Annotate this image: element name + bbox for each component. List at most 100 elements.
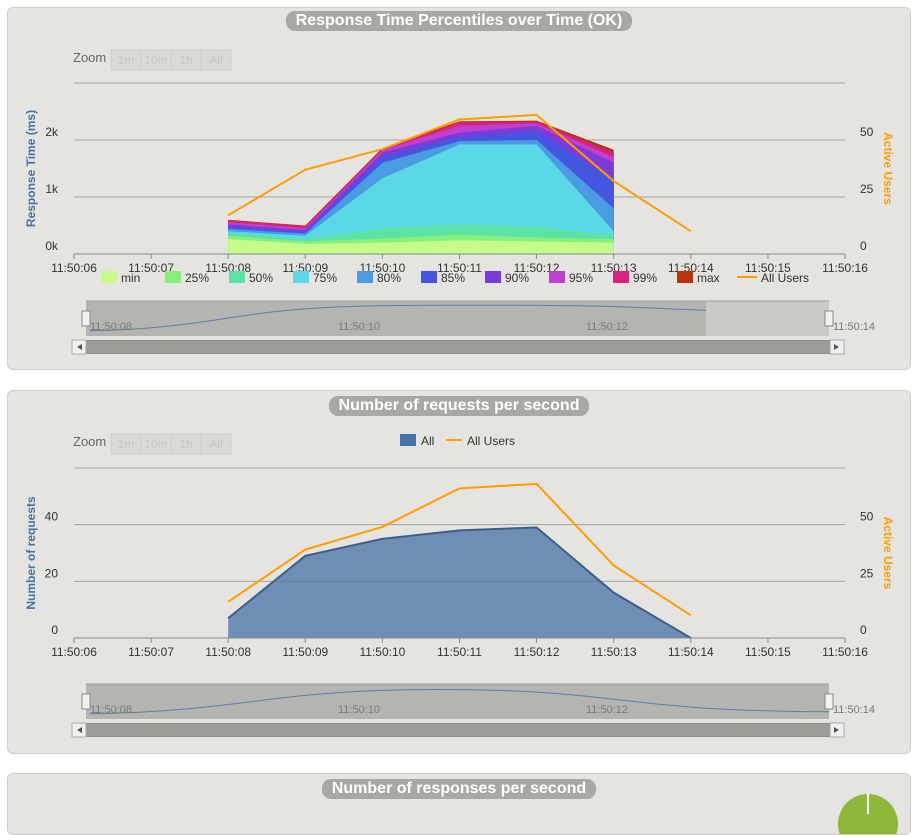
navigator-window (86, 301, 829, 336)
navigator-handle[interactable] (81, 310, 91, 327)
zoom-button-label[interactable]: 1m (118, 53, 135, 67)
legend-swatch (549, 271, 565, 283)
y2-axis-title: Active Users (881, 132, 895, 205)
zoom-button-label[interactable]: All (209, 437, 222, 451)
x-tick-label: 11:50:11 (437, 261, 482, 275)
x-tick-label: 11:50:07 (128, 645, 174, 659)
zoom-button-all[interactable] (200, 433, 232, 455)
x-tick-label: 11:50:16 (822, 645, 868, 659)
legend-swatch (101, 271, 117, 283)
legend-swatch (613, 271, 629, 283)
navigator-handle[interactable] (81, 693, 91, 710)
legend-item-label[interactable]: All (421, 434, 434, 448)
y2-tick-label: 50 (860, 510, 874, 524)
navigator-time-label: 11:50:12 (586, 321, 628, 333)
navigator-series-line (89, 688, 830, 715)
y-tick-label: 0 (51, 623, 58, 637)
responses-panel: Number of responses per second (7, 773, 911, 835)
users-line (227, 113, 692, 233)
zoom-button-label[interactable]: 1h (179, 53, 192, 67)
y-tick-label: 2k (45, 125, 59, 139)
navigator-time-label: 11:50:10 (338, 321, 380, 333)
scroll-right-arrow-icon (834, 344, 839, 350)
zoom-button-label[interactable]: 10m (144, 437, 167, 451)
chart-title-text: Number of responses per second (321, 779, 597, 799)
legend-item-label[interactable]: 25% (185, 271, 209, 285)
legend-item-label[interactable]: 80% (377, 271, 401, 285)
y-axis-title: Response Time (ms) (24, 110, 38, 227)
legend-swatch (400, 434, 416, 446)
y2-axis-title: Active Users (881, 517, 895, 590)
navigator-series-line (89, 304, 707, 332)
legend-swatch (165, 271, 181, 283)
zoom-button-label[interactable]: 1h (179, 437, 192, 451)
legend-item-label[interactable]: max (697, 271, 720, 285)
x-tick-label: 11:50:10 (359, 645, 405, 659)
requests-panel: Number of requests per second Zoom 1m 10m 1… (7, 390, 911, 754)
y-tick-label: 1k (45, 182, 59, 196)
x-tick-label: 11:50:06 (51, 261, 97, 275)
x-tick-label: 11:50:12 (514, 645, 560, 659)
x-tick-label: 11:50:15 (745, 645, 791, 659)
legend-swatch (229, 271, 245, 283)
navigator-handle[interactable] (824, 310, 834, 327)
legend-item-label[interactable]: All Users (467, 434, 515, 448)
scroll-left-arrow-icon (77, 344, 82, 350)
series-area-All (228, 527, 691, 638)
y2-tick-label: 0 (860, 239, 867, 253)
legend-item-label[interactable]: 75% (313, 271, 337, 285)
zoom-button-label[interactable]: All (209, 53, 222, 67)
navigator-time-label: 11:50:12 (586, 704, 628, 716)
scroll-right-arrow-icon (834, 727, 839, 733)
navigator-time-label: 11:50:14 (833, 321, 875, 333)
chart-title: Response Time Percentiles over Time (OK) (8, 11, 910, 31)
navigator-time-label: 11:50:08 (90, 321, 132, 333)
x-tick-label: 11:50:13 (591, 645, 637, 659)
response-time-panel: Response Time Percentiles over Time (OK)… (7, 7, 911, 370)
legend-item-label[interactable]: 90% (505, 271, 529, 285)
navigator-time-label: 11:50:10 (338, 704, 380, 716)
navigator-handle[interactable] (824, 693, 834, 710)
x-tick-label: 11:50:15 (745, 261, 791, 275)
x-tick-label: 11:50:06 (51, 645, 97, 659)
y-tick-label: 20 (45, 566, 59, 580)
chart-title-text: Response Time Percentiles over Time (OK) (285, 11, 633, 31)
legend-swatch (421, 271, 437, 283)
users-line (227, 482, 692, 617)
response-time-chart: Zoom 1m 10m 1h All 0k 1k 2k 0 25 50 Response Time (… (24, 49, 895, 355)
x-tick-label: 11:50:16 (822, 261, 868, 275)
legend-item-label[interactable]: All Users (761, 271, 809, 285)
navigator-scrollbar-thumb[interactable] (86, 724, 829, 736)
legend-item-label[interactable]: min (121, 271, 140, 285)
navigator-time-label: 11:50:14 (833, 704, 875, 716)
x-tick-label: 11:50:07 (128, 261, 174, 275)
x-tick-label: 11:50:11 (437, 645, 482, 659)
legend-item-label[interactable]: 85% (441, 271, 465, 285)
y2-tick-label: 25 (860, 182, 874, 196)
navigator-time-label: 11:50:08 (90, 704, 132, 716)
legend-swatch (677, 271, 693, 283)
legend-item-label[interactable]: 50% (249, 271, 273, 285)
x-tick-label: 11:50:14 (668, 645, 714, 659)
y2-tick-label: 0 (860, 623, 867, 637)
zoom-button-label[interactable]: 1m (118, 437, 135, 451)
x-tick-label: 11:50:08 (205, 645, 251, 659)
zoom-label: Zoom (73, 50, 106, 65)
legend-item-label[interactable]: 95% (569, 271, 593, 285)
zoom-button-label[interactable]: 10m (144, 53, 167, 67)
requests-chart: Zoom 1m 10m 1h All 0 20 40 0 25 50 Number of reques… (24, 433, 895, 738)
legend-item-label[interactable]: 99% (633, 271, 657, 285)
y-axis-title: Number of requests (24, 496, 38, 610)
series-area-min (228, 239, 614, 254)
zoom-button-all[interactable] (200, 49, 232, 71)
navigator-scrollbar-thumb[interactable] (86, 341, 829, 353)
y-tick-label: 40 (45, 510, 59, 524)
legend-swatch (293, 271, 309, 283)
chart-title: Number of requests per second (8, 396, 910, 416)
y2-tick-label: 25 (860, 566, 874, 580)
zoom-label: Zoom (73, 434, 106, 449)
chart-title: Number of responses per second (8, 779, 910, 799)
x-tick-label: 11:50:12 (514, 261, 560, 275)
responses-chart-partial (838, 794, 898, 834)
y-tick-label: 0k (45, 239, 59, 253)
